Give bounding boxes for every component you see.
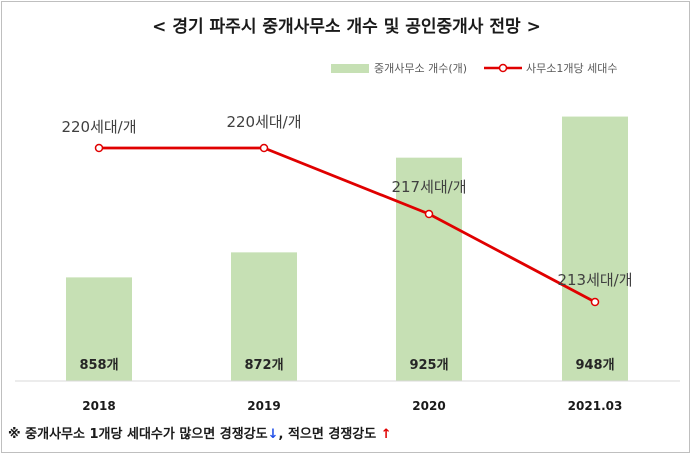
bar-label-2018: 858개 bbox=[79, 358, 118, 373]
line-label-2020: 217세대/개 bbox=[391, 178, 466, 196]
line-point-2020 bbox=[424, 209, 434, 219]
line-point-2018 bbox=[94, 143, 104, 153]
line-point-2021.03 bbox=[590, 297, 600, 307]
legend-item-bar: 중개사무소 개수(개) bbox=[331, 60, 467, 76]
line-series-path bbox=[99, 146, 596, 304]
x-tick-2021.03: 2021.03 bbox=[568, 399, 623, 413]
bar-2021.03 bbox=[562, 116, 628, 381]
line-label-2019: 220세대/개 bbox=[226, 113, 301, 131]
chart-title: < 경기 파주시 중개사무소 개수 및 공인중개사 전망 > bbox=[152, 17, 541, 37]
line-label-2021.03: 213세대/개 bbox=[557, 271, 632, 289]
x-tick-2019: 2019 bbox=[247, 399, 280, 413]
up-arrow-icon: ↑ bbox=[380, 427, 392, 442]
legend-label-bar: 중개사무소 개수(개) bbox=[374, 62, 468, 75]
down-arrow-icon: ↓ bbox=[267, 427, 279, 442]
x-tick-2018: 2018 bbox=[82, 399, 115, 413]
bar-2020 bbox=[396, 157, 462, 381]
x-tick-2020: 2020 bbox=[412, 399, 445, 413]
footnote-text-1: ※ 중개사무소 1개당 세대수가 많으면 경쟁강도 bbox=[8, 427, 268, 442]
bar-2018 bbox=[66, 277, 132, 381]
legend-swatch-bar bbox=[331, 63, 369, 73]
bar-label-2020: 925개 bbox=[409, 358, 448, 373]
footnote: ※ 중개사무소 1개당 세대수가 많으면 경쟁강도↓, 적으면 경쟁강도 ↑ bbox=[8, 423, 392, 442]
bar-label-2021.03: 948개 bbox=[575, 358, 614, 373]
bar-label-2019: 872개 bbox=[244, 358, 283, 373]
bar-2019 bbox=[231, 252, 297, 381]
legend-swatch-line bbox=[484, 63, 522, 73]
legend-item-line: 사무소1개당 세대수 bbox=[484, 60, 617, 76]
line-point-2019 bbox=[259, 143, 269, 153]
legend-label-line: 사무소1개당 세대수 bbox=[526, 62, 618, 75]
line-label-2018: 220세대/개 bbox=[61, 118, 136, 136]
footnote-text-2: , 적으면 경쟁강도 bbox=[278, 427, 381, 442]
